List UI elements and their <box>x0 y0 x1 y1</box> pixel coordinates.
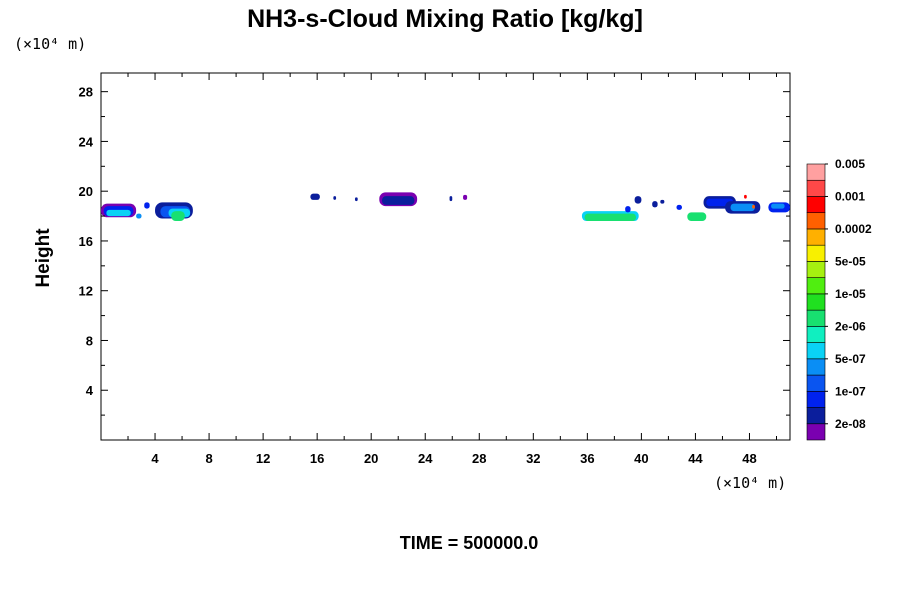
colorbar-swatch-11 <box>806 244 826 262</box>
colorbar-swatch-5 <box>806 342 826 360</box>
y-tick-label-16: 16 <box>79 234 93 249</box>
cloud-region-14 <box>449 196 453 202</box>
cloud-region-2 <box>106 209 131 217</box>
colorbar-swatch-8 <box>806 293 826 311</box>
x-tick-label-4: 4 <box>151 451 159 466</box>
colorbar-swatch-14 <box>806 196 826 214</box>
colorbar: 2e-08 1e-07 5e-07 2e-06 1e-05 5e-05 0.0002 0.00… <box>806 157 872 441</box>
colorbar-swatch-9 <box>806 277 826 295</box>
colorbar-label-2: 5e-07 <box>835 352 866 366</box>
y-axis-label: Height <box>33 228 54 288</box>
cloud-region-30 <box>744 194 747 199</box>
colorbar-swatch-10 <box>806 261 826 278</box>
colorbar-swatch-0 <box>806 423 826 441</box>
colorbar-swatch-4 <box>806 358 826 376</box>
x-tick-label-40: 40 <box>634 451 648 466</box>
colorbar-swatch-12 <box>806 228 826 246</box>
cloud-region-8 <box>171 211 185 222</box>
cloud-region-31 <box>752 204 755 209</box>
y-tick-label-20: 20 <box>79 184 93 199</box>
colorbar-label-3: 2e-06 <box>835 319 866 333</box>
colorbar-label-7: 0.001 <box>835 189 865 203</box>
colorbar-label-0: 2e-08 <box>835 417 866 431</box>
colorbar-swatch-1 <box>806 407 826 425</box>
colorbar-swatch-6 <box>806 326 826 343</box>
cloud-region-20 <box>652 201 658 208</box>
y-tick-label-12: 12 <box>79 284 93 299</box>
plot-frame <box>100 72 791 441</box>
x-tick-label-20: 20 <box>364 451 378 466</box>
cloud-region-27 <box>730 203 755 212</box>
x-tick-label-36: 36 <box>580 451 594 466</box>
colorbar-swatch-16 <box>806 163 826 181</box>
x-tick-label-44: 44 <box>688 451 703 466</box>
y-tick-label-8: 8 <box>86 333 93 348</box>
x-tick-label-32: 32 <box>526 451 540 466</box>
x-tick-label-28: 28 <box>472 451 486 466</box>
x-tick-label-12: 12 <box>256 451 270 466</box>
cloud-region-22 <box>676 204 682 210</box>
x-tick-label-24: 24 <box>418 451 433 466</box>
cloud-region-10 <box>333 196 337 200</box>
cloud-region-21 <box>660 199 665 204</box>
colorbar-swatch-3 <box>806 374 826 392</box>
x-tick-label-48: 48 <box>742 451 756 466</box>
colorbar-label-4: 1e-05 <box>835 287 866 301</box>
colorbar-label-8: 0.005 <box>835 157 865 171</box>
cloud-region-19 <box>634 196 642 204</box>
chart-title: NH3-s-Cloud Mixing Ratio [kg/kg] <box>247 5 643 33</box>
colorbar-swatch-2 <box>806 390 826 408</box>
cloud-region-15 <box>463 194 468 200</box>
x-axis-unit: (×10⁴ m) <box>714 474 786 492</box>
cloud-region-11 <box>354 197 358 202</box>
y-tick-label-28: 28 <box>79 85 93 100</box>
y-tick-label-24: 24 <box>79 134 94 149</box>
x-tick-label-8: 8 <box>205 451 212 466</box>
cloud-regions <box>101 192 790 222</box>
x-tick-label-16: 16 <box>310 451 324 466</box>
y-axis-unit: (×10⁴ m) <box>14 35 86 53</box>
time-label: TIME = 500000.0 <box>400 533 539 553</box>
cloud-region-4 <box>144 202 150 209</box>
y-tick-label-4: 4 <box>86 383 94 398</box>
colorbar-label-5: 5e-05 <box>835 254 866 268</box>
cloud-region-9 <box>310 193 320 200</box>
colorbar-swatch-15 <box>806 179 826 197</box>
cloud-region-3 <box>136 213 142 219</box>
cloud-region-17 <box>584 213 636 222</box>
colorbar-swatch-7 <box>806 309 826 327</box>
colorbar-label-1: 1e-07 <box>835 384 866 398</box>
colorbar-swatch-13 <box>806 212 826 230</box>
cloud-region-18 <box>625 206 631 213</box>
cloud-region-23 <box>687 212 707 222</box>
colorbar-label-6: 0.0002 <box>835 222 872 236</box>
cloud-region-13 <box>382 196 415 205</box>
cloud-region-29 <box>771 203 785 209</box>
